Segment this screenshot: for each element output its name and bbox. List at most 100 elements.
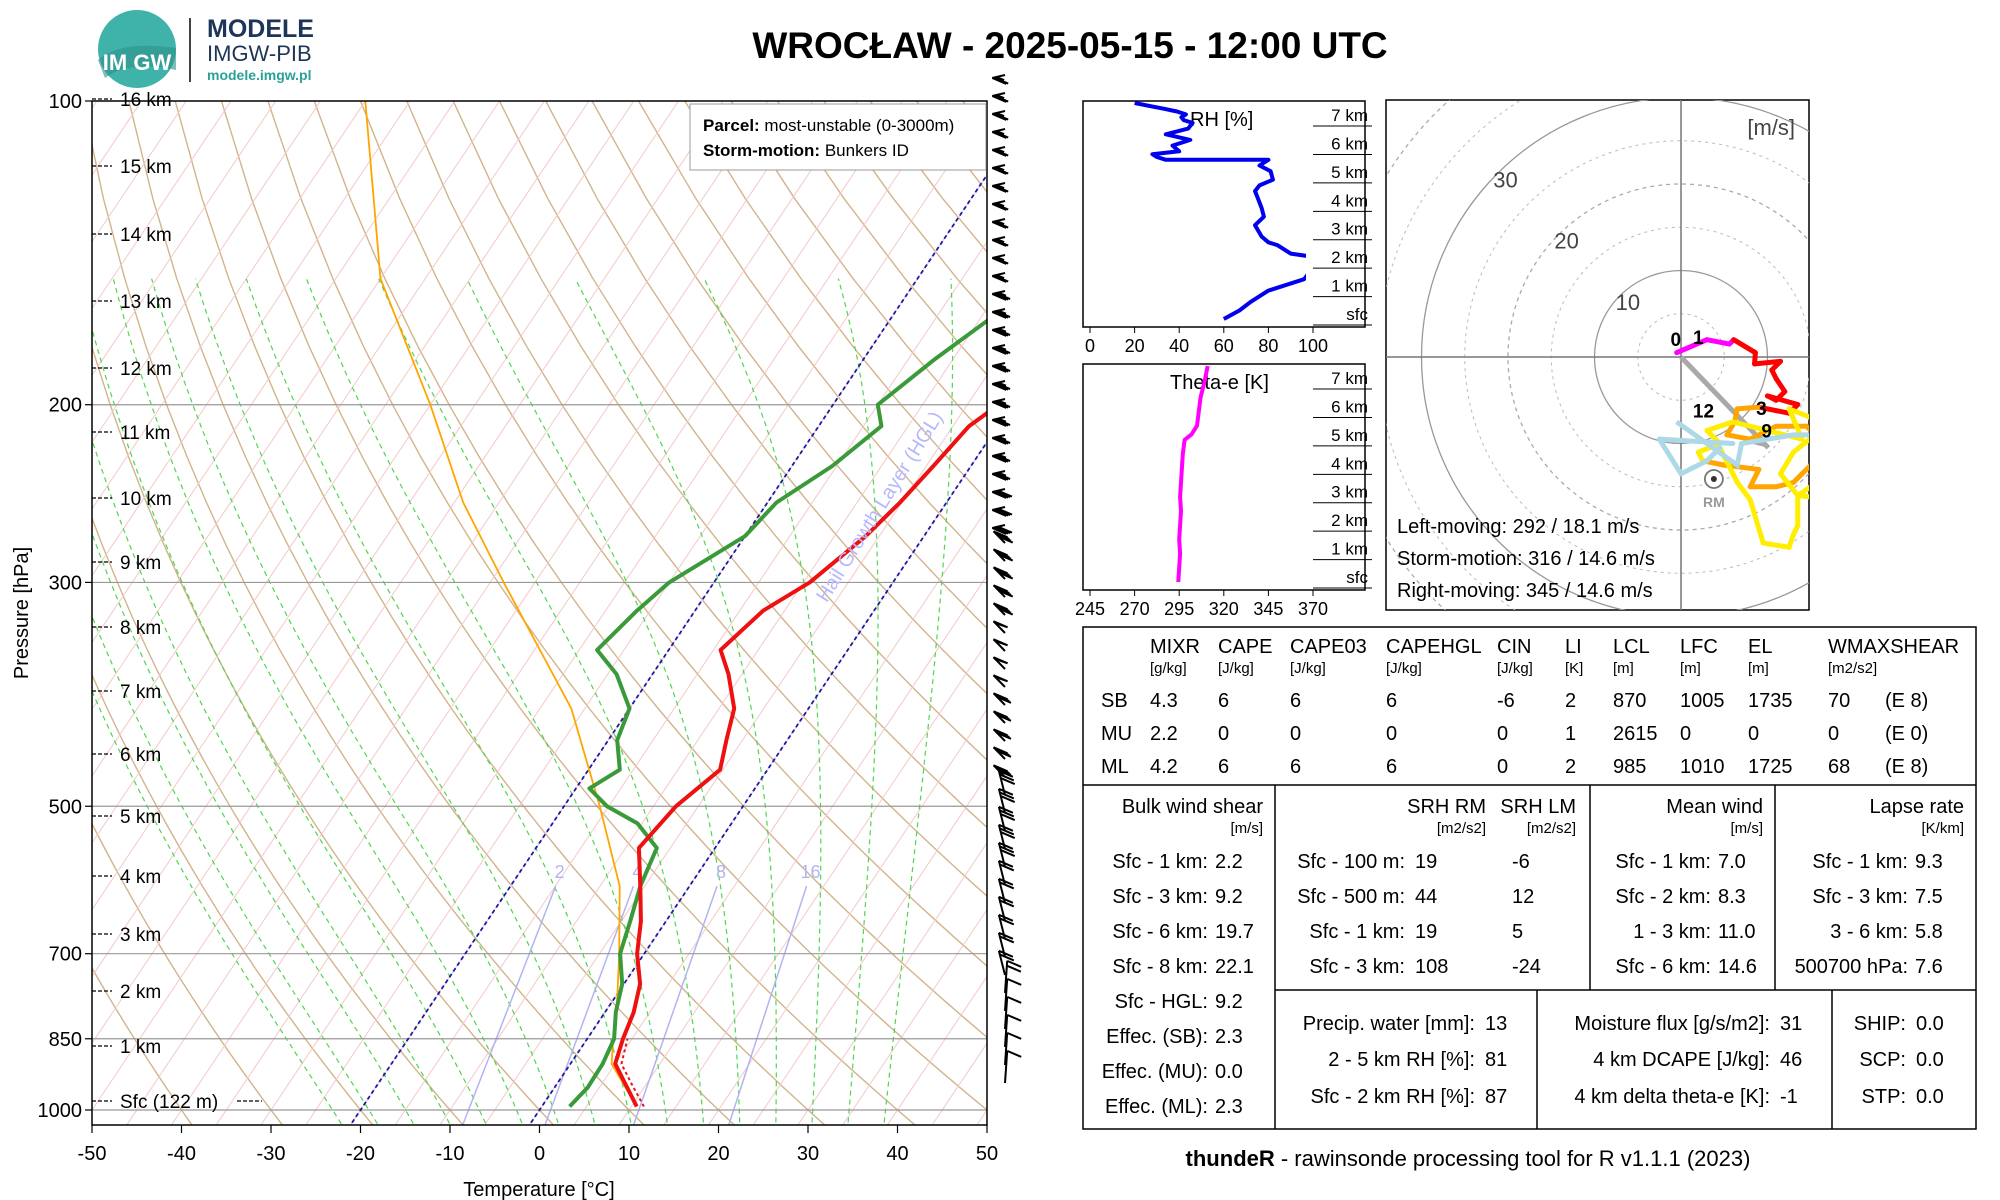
wind-barb-half-feather (997, 363, 1007, 369)
param-text: [K] (1565, 660, 1583, 677)
param-text: LI (1565, 636, 1582, 658)
wind-barb-feather (1006, 995, 1022, 1004)
wind-barb-feather (995, 310, 1011, 319)
wind-barb-half-feather (995, 220, 1005, 226)
moist-adiabat (112, 278, 524, 1125)
wind-barb-feather (991, 509, 1007, 517)
height-label: 13 km (120, 292, 172, 313)
wind-barb-feather (996, 767, 1012, 776)
hodograph-trace-segment (1747, 423, 1779, 442)
height-label: 8 km (120, 618, 161, 639)
hodograph-hour-label: 3 (1756, 399, 1767, 420)
wind-barb-feather (993, 184, 1009, 193)
param-text: 7.0 (1718, 851, 1746, 873)
page-title: WROCŁAW - 2025-05-15 - 12:00 UTC (752, 25, 1387, 66)
hodograph-trace-segment (1747, 466, 1762, 490)
skewt-xlabel: Temperature [°C] (463, 1179, 614, 1200)
panel-height-label: 3 km (1331, 483, 1368, 502)
param-text: 0.0 (1916, 1086, 1944, 1108)
wind-barb-feather (998, 913, 1014, 922)
wind-barb-feather (998, 823, 1014, 832)
param-text: 6 (1290, 690, 1301, 712)
wind-barb-half-feather (995, 112, 1005, 118)
hodograph-hour-label: 6 (1824, 440, 1835, 461)
wind-barb-feather (998, 607, 1014, 616)
wind-barb-feather (996, 713, 1012, 722)
moist-adiabat (151, 278, 560, 1125)
wind-barb-feather (993, 166, 1009, 175)
hodograph-trace-segment (1777, 471, 1801, 498)
param-text: Sfc - 3 km: (1112, 886, 1208, 908)
panel-x-tick-label: 0 (1085, 336, 1095, 356)
param-text: 9.3 (1915, 851, 1943, 873)
wind-barb-feather (999, 827, 1015, 836)
isotherm-line (92, 101, 724, 1045)
wind-barb-feather (998, 535, 1014, 544)
param-text: 4.3 (1150, 690, 1178, 712)
param-text: LFC (1680, 636, 1718, 658)
param-text: 87 (1485, 1086, 1507, 1108)
panel-height-label: 7 km (1331, 369, 1368, 388)
isotherm-line (92, 101, 456, 644)
param-text: EL (1748, 636, 1772, 658)
panel-height-label: 1 km (1331, 277, 1368, 296)
x-tick-label: 10 (618, 1143, 640, 1165)
panel-height-label: sfc (1346, 568, 1368, 587)
wind-barb-feather (993, 490, 1009, 499)
brand-url: modele.imgw.pl (207, 67, 312, 83)
param-text: 1 - 3 km: (1633, 921, 1711, 943)
panel-height-label: 5 km (1331, 426, 1368, 445)
param-text: 1735 (1748, 690, 1793, 712)
hodograph-ring-label: 30 (1493, 168, 1517, 193)
param-text: 6 (1218, 756, 1229, 778)
storm-motion-arrow (1679, 355, 1771, 450)
wind-barb-feather (996, 731, 1012, 740)
wind-barb-feather (991, 95, 1007, 103)
param-text: 985 (1613, 756, 1646, 778)
param-text: 870 (1613, 690, 1646, 712)
wind-barb-feather (991, 239, 1007, 247)
hodograph-trace-segment (1704, 337, 1732, 347)
wind-barb-half-feather (997, 381, 1007, 387)
wind-barb-feather (998, 787, 1014, 796)
panel-x-tick-label: 345 (1253, 599, 1283, 619)
wind-barb-half-feather (995, 256, 1005, 262)
dewpoint-profile-line (568, 318, 987, 1108)
legend-storm-key: Storm-motion: (703, 141, 820, 160)
wind-barb-feather (995, 526, 1011, 535)
param-text: 4 km DCAPE [J/kg]: (1593, 1049, 1770, 1071)
param-text: SRH RM (1407, 796, 1486, 818)
isotherm-line (92, 101, 366, 510)
param-text: Sfc - 8 km: (1112, 956, 1208, 978)
wind-barb-shaft (1004, 1014, 1009, 1048)
wind-barb-feather (993, 148, 1009, 157)
param-text: 44 (1415, 886, 1437, 908)
rm-label: RM (1703, 494, 1725, 510)
mixing-ratio-line (461, 885, 557, 1125)
wind-barb-feather (998, 769, 1014, 778)
rm-marker-dot (1710, 475, 1717, 482)
pressure-tick-label: 1000 (38, 1100, 83, 1122)
wind-barb-half-feather (997, 309, 1007, 315)
hgl-boundary-line (349, 173, 987, 1125)
param-text: [m2/s2] (1527, 820, 1576, 837)
dry-adiabat (128, 101, 736, 1125)
param-text: 19.7 (1215, 921, 1254, 943)
rh_panel-profile-line (1134, 101, 1306, 321)
hodograph-trace-segment (1760, 540, 1792, 550)
param-text: Sfc - 1 km: (1112, 851, 1208, 873)
param-text: 1010 (1680, 756, 1725, 778)
param-text: SRH LM (1500, 796, 1576, 818)
param-text: 7.6 (1915, 956, 1943, 978)
wind-barb-feather (993, 454, 1009, 463)
param-text: -6 (1497, 690, 1515, 712)
wind-barb-flag (992, 620, 1008, 629)
wind-barb-half-feather (995, 76, 1005, 82)
param-text: STP: (1862, 1086, 1906, 1108)
height-label: 2 km (120, 982, 161, 1003)
footer-tool-name: thundeR (1186, 1146, 1275, 1171)
wind-barb-feather (991, 185, 1007, 193)
height-label: 5 km (120, 807, 161, 828)
param-text: 2.3 (1215, 1096, 1243, 1118)
param-text: Moisture flux [g/s/m2]: (1574, 1013, 1770, 1035)
